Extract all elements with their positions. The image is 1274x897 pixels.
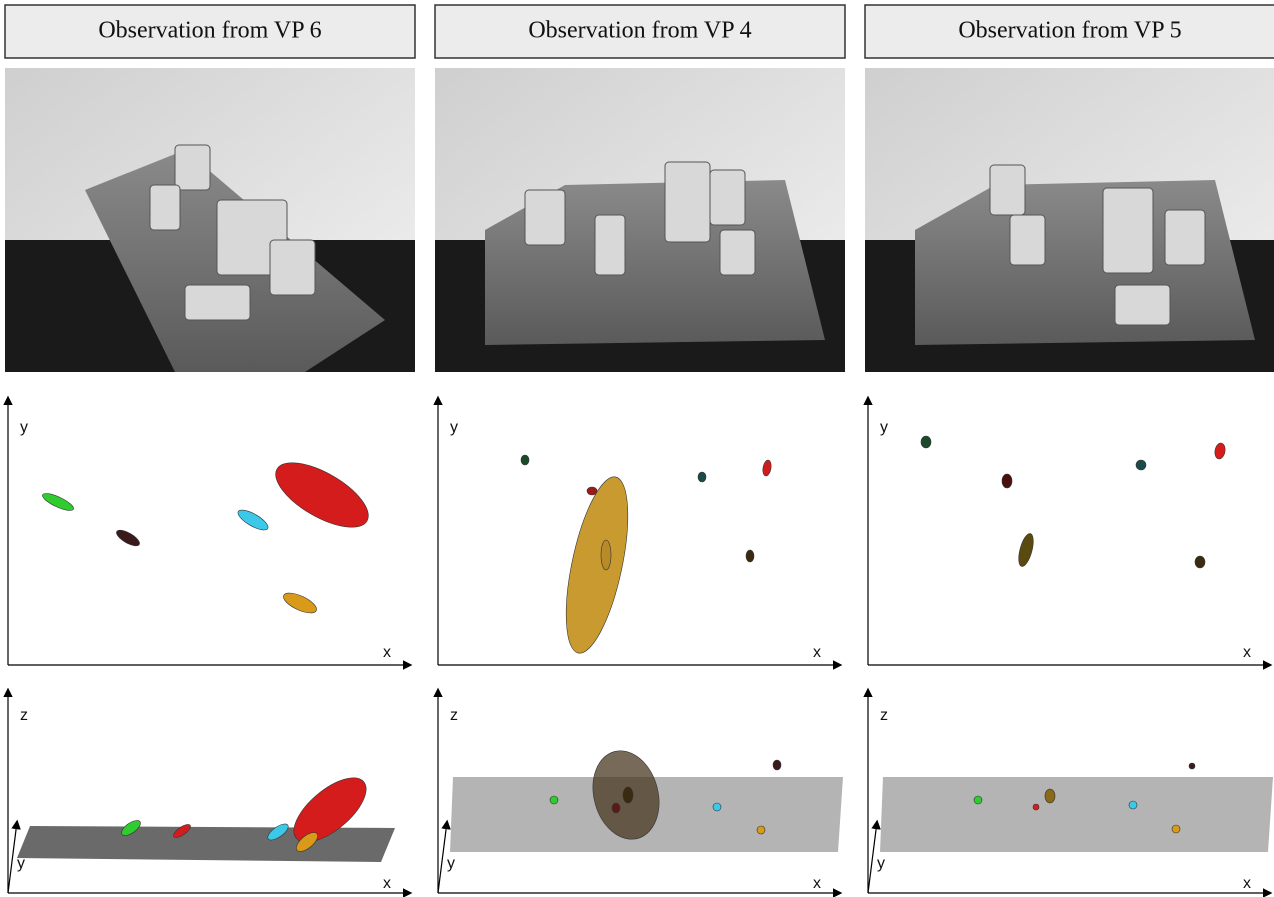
object-ellipsoid <box>1033 804 1039 810</box>
header-title: Observation from VP 5 <box>958 18 1181 44</box>
object-ellipsoid <box>1189 763 1195 769</box>
x-axis-label: x <box>813 875 821 892</box>
object-ellipsoid <box>1016 532 1036 568</box>
photo-object <box>525 190 565 245</box>
y-axis-label: y <box>880 419 888 436</box>
object-ellipsoid <box>521 455 529 465</box>
object-ellipsoid <box>746 550 754 562</box>
x-axis-label: x <box>1243 875 1251 892</box>
y-axis-label: y <box>877 855 885 872</box>
photo-object <box>710 170 745 225</box>
object-ellipsoid <box>40 490 75 513</box>
object-ellipsoid <box>1002 474 1012 488</box>
depth-axis <box>868 822 877 893</box>
object-ellipsoid <box>266 450 378 540</box>
y-axis-label: y <box>450 419 458 436</box>
object-ellipsoid <box>1136 460 1146 470</box>
object-ellipsoid <box>114 527 142 549</box>
x-axis-label: x <box>813 644 821 661</box>
photo-object <box>665 162 710 242</box>
object-ellipsoid <box>550 796 558 804</box>
photo-object <box>185 285 250 320</box>
object-ellipsoid <box>1045 789 1055 803</box>
object-ellipsoid <box>974 796 982 804</box>
object-ellipsoid <box>698 472 706 482</box>
object-ellipsoid <box>1172 825 1180 833</box>
y-axis-label: y <box>17 855 25 872</box>
photo-object <box>1010 215 1045 265</box>
object-ellipsoid <box>1129 801 1137 809</box>
ground-plane <box>17 826 395 862</box>
z-axis-label: z <box>20 707 28 724</box>
depth-axis <box>8 822 17 893</box>
depth-axis <box>438 822 447 893</box>
x-axis-label: x <box>383 644 391 661</box>
photo-object <box>175 145 210 190</box>
object-ellipsoid <box>762 459 773 476</box>
z-axis-label: z <box>880 707 888 724</box>
photo-object <box>270 240 315 295</box>
photo-object <box>1115 285 1170 325</box>
object-ellipsoid <box>554 472 640 658</box>
header-title: Observation from VP 4 <box>528 18 751 44</box>
x-axis-label: x <box>383 875 391 892</box>
object-ellipsoid <box>623 787 633 803</box>
photo-object <box>1165 210 1205 265</box>
photo-object <box>1103 188 1153 273</box>
object-ellipsoid <box>235 506 270 533</box>
photo-object <box>595 215 625 275</box>
object-ellipsoid <box>921 436 931 448</box>
z-axis-label: z <box>450 707 458 724</box>
object-ellipsoid <box>281 589 320 617</box>
photo-object <box>990 165 1025 215</box>
photo-object <box>720 230 755 275</box>
object-ellipsoid <box>612 803 620 813</box>
object-ellipsoid <box>713 803 721 811</box>
object-ellipsoid <box>773 760 781 770</box>
x-axis-label: x <box>1243 644 1251 661</box>
photo-object <box>150 185 180 230</box>
object-ellipsoid <box>1195 556 1205 568</box>
object-ellipsoid <box>601 540 611 570</box>
object-ellipsoid <box>757 826 765 834</box>
y-axis-label: y <box>447 855 455 872</box>
object-ellipsoid <box>1214 442 1227 459</box>
figure: Observation from VP 6 y x z x y Observation fr… <box>0 0 1274 897</box>
header-title: Observation from VP 6 <box>98 18 321 44</box>
ground-plane <box>880 777 1273 852</box>
y-axis-label: y <box>20 419 28 436</box>
